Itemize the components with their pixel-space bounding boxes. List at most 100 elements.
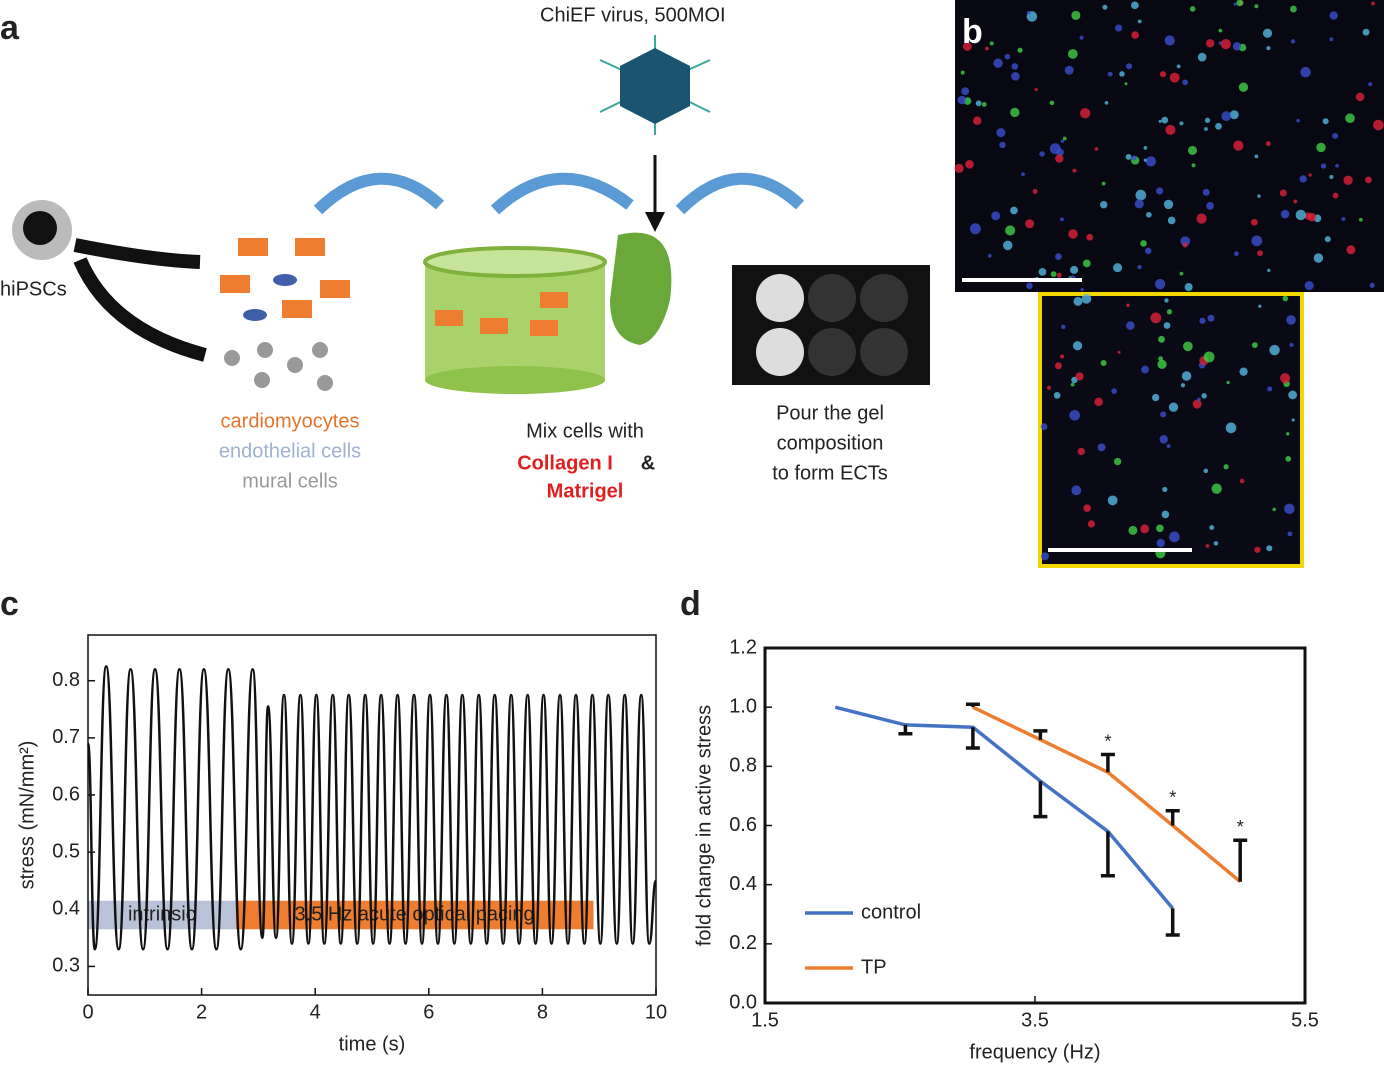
stain bbox=[960, 70, 965, 75]
y-axis-label: stress (mN/mm²) bbox=[16, 741, 38, 890]
stain bbox=[1137, 264, 1142, 270]
stain bbox=[1055, 253, 1062, 261]
stain bbox=[1039, 151, 1045, 157]
error-bar bbox=[1100, 752, 1115, 773]
stain bbox=[1284, 503, 1295, 515]
series-line bbox=[86, 665, 658, 951]
y-tick-label: 1.0 bbox=[729, 695, 757, 717]
panel-label: b bbox=[962, 13, 983, 51]
stain bbox=[1072, 341, 1083, 351]
stain bbox=[1343, 175, 1353, 186]
mix-text: Mix cells with bbox=[526, 420, 644, 442]
stain bbox=[1169, 72, 1180, 83]
error-bar bbox=[965, 727, 980, 750]
x-tick-label: 2 bbox=[196, 1001, 207, 1023]
stain bbox=[1215, 122, 1222, 130]
plot-frame bbox=[763, 646, 1307, 1005]
error-bar bbox=[1165, 908, 1180, 937]
stain bbox=[1304, 280, 1314, 291]
stain bbox=[1201, 393, 1207, 399]
y-tick-label: 0.6 bbox=[729, 814, 757, 836]
band-label: intrinsic bbox=[128, 903, 196, 925]
stain bbox=[1137, 19, 1142, 24]
stain bbox=[1213, 541, 1219, 546]
stain bbox=[1358, 217, 1363, 222]
stain bbox=[1220, 39, 1232, 50]
stain bbox=[1288, 390, 1298, 400]
panel-label: d bbox=[680, 585, 701, 623]
stain bbox=[1164, 35, 1175, 46]
micrograph bbox=[955, 0, 1384, 292]
stain bbox=[1225, 422, 1237, 434]
stain bbox=[1191, 163, 1196, 168]
stain bbox=[1107, 71, 1113, 77]
cylinder bbox=[423, 246, 607, 394]
band-label: 3.5 Hz acute optical pacing bbox=[295, 903, 535, 925]
stain bbox=[1060, 139, 1065, 143]
stain bbox=[1067, 49, 1078, 59]
stain bbox=[1021, 172, 1025, 177]
stain bbox=[963, 42, 972, 51]
stain bbox=[1082, 259, 1091, 268]
stain bbox=[1329, 37, 1334, 42]
stain bbox=[1154, 278, 1166, 290]
stain bbox=[1156, 187, 1164, 195]
stain bbox=[1040, 423, 1048, 430]
stain bbox=[1320, 163, 1327, 169]
stain bbox=[1182, 242, 1188, 248]
arrow-head bbox=[645, 212, 665, 232]
stain bbox=[1081, 293, 1092, 304]
pour-text: composition bbox=[777, 432, 884, 454]
stain bbox=[969, 223, 981, 235]
stain bbox=[1087, 520, 1096, 528]
stain bbox=[1100, 200, 1108, 209]
stain bbox=[1071, 376, 1078, 384]
pour-text: Pour the gel bbox=[776, 402, 884, 424]
stain bbox=[985, 46, 989, 51]
stain bbox=[1053, 392, 1061, 399]
stain bbox=[991, 211, 1001, 221]
stain bbox=[1025, 219, 1035, 229]
stain bbox=[1079, 35, 1084, 40]
cell-type: endothelial cells bbox=[219, 440, 361, 462]
stain bbox=[1049, 100, 1055, 106]
stain bbox=[1119, 71, 1125, 77]
stain bbox=[1097, 443, 1106, 452]
stain bbox=[1233, 2, 1237, 6]
stain bbox=[1168, 402, 1179, 412]
stain bbox=[1070, 265, 1079, 274]
error-bar bbox=[1233, 838, 1248, 882]
stain bbox=[1269, 344, 1280, 356]
stain bbox=[1289, 342, 1294, 347]
stain bbox=[1362, 28, 1370, 36]
stain bbox=[1050, 271, 1057, 278]
stain bbox=[1169, 531, 1180, 543]
stain bbox=[1126, 321, 1135, 330]
stain bbox=[1126, 63, 1133, 70]
stain bbox=[1254, 154, 1259, 159]
stain bbox=[1160, 411, 1167, 418]
stain bbox=[1151, 393, 1160, 402]
stain bbox=[1266, 545, 1273, 552]
stain bbox=[993, 58, 1003, 68]
stain bbox=[1113, 457, 1122, 466]
stain bbox=[1017, 47, 1023, 53]
y-tick-label: 0.3 bbox=[52, 955, 80, 977]
stain bbox=[1005, 225, 1016, 236]
stain bbox=[1279, 189, 1287, 197]
stain bbox=[1062, 136, 1067, 141]
stain bbox=[1183, 341, 1193, 352]
cells bbox=[243, 274, 297, 321]
arrow bbox=[73, 257, 207, 362]
stain bbox=[1223, 464, 1229, 470]
stain bbox=[1100, 360, 1107, 367]
micrograph-inset bbox=[1038, 292, 1304, 568]
stain bbox=[1322, 118, 1329, 125]
stain bbox=[1161, 510, 1170, 519]
stain bbox=[1124, 82, 1128, 86]
stain bbox=[1290, 5, 1297, 13]
stain bbox=[1143, 158, 1147, 162]
stain bbox=[1295, 209, 1307, 221]
stain bbox=[1180, 383, 1186, 388]
stain bbox=[1209, 525, 1215, 530]
